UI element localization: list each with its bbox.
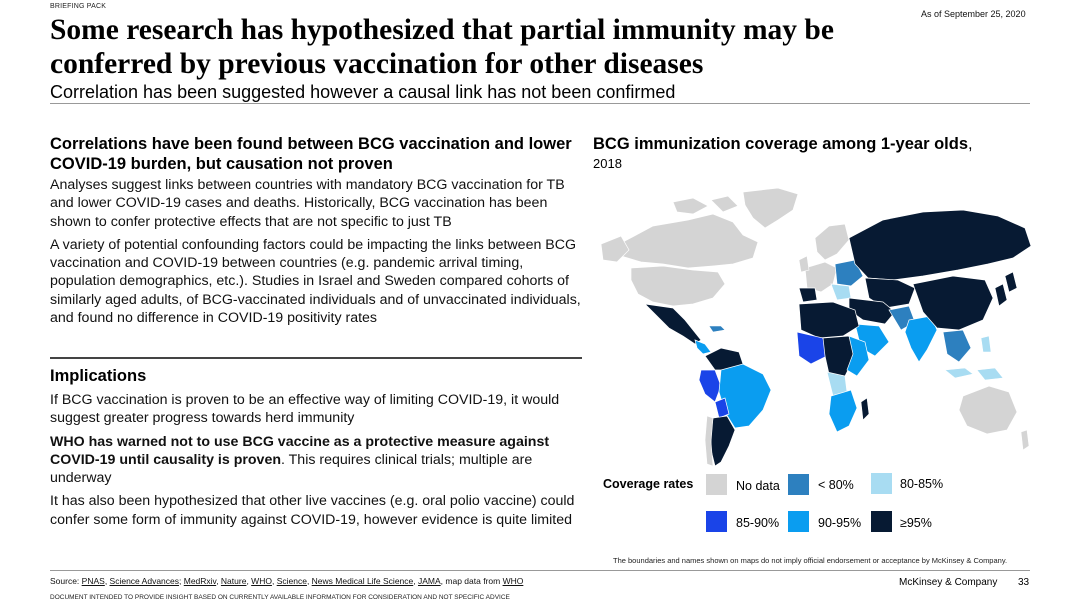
new-zealand-shape [1020, 429, 1030, 451]
scandinavia-shape [814, 223, 850, 261]
map-title: BCG immunization coverage among 1-year o… [593, 134, 1033, 154]
korea-japan-shape [994, 271, 1018, 307]
section-implications: Implications If BCG vaccination is prove… [50, 366, 585, 529]
map-data-text: map data from [445, 576, 503, 586]
source-separator: , [104, 576, 110, 586]
90-95-swatch [788, 511, 809, 532]
source-prefix: Source: [50, 576, 82, 586]
page-subtitle: Correlation has been suggested however a… [50, 82, 676, 102]
east-africa-shape [846, 335, 870, 377]
indonesia-shape [944, 367, 1004, 381]
source-separator: , [413, 576, 418, 586]
source-line: Source: PNAS, Science Advances; MedRxiv,… [50, 576, 523, 586]
section-divider [50, 357, 582, 359]
correlations-heading: Correlations have been found between BCG… [50, 135, 572, 173]
source-link[interactable]: PNAS [81, 576, 105, 586]
source-link[interactable]: WHO [251, 576, 272, 586]
alaska-shape [600, 235, 630, 263]
section-correlations: Correlations have been found between BCG… [50, 134, 585, 327]
arctic-islands-shape [672, 195, 739, 215]
chile-strip-shape [704, 415, 714, 467]
implications-paragraph-1: If BCG vaccination is proven to be an ef… [50, 392, 560, 427]
footer-divider [50, 570, 1030, 571]
lt80-swatch [788, 474, 809, 495]
map-title-comma: , [968, 135, 973, 153]
implications-paragraph-2: WHO has warned not to use BCG vaccine as… [50, 433, 585, 488]
source-separator: , [246, 576, 252, 586]
correlations-paragraph-2: A variety of potential confounding facto… [50, 236, 581, 327]
map-data-source-link[interactable]: WHO [502, 576, 524, 586]
briefing-pack-label: BRIEFING PACK [50, 3, 107, 10]
southern-africa-shape [828, 389, 858, 433]
gte95-swatch [871, 511, 892, 532]
source-link[interactable]: JAMA [417, 576, 441, 586]
russia-shape [848, 209, 1032, 281]
legend-title: Coverage rates [603, 477, 694, 491]
who-warning-bold: WHO has warned not to use BCG vaccine as… [50, 433, 550, 468]
80-85-swatch [871, 473, 892, 494]
legend-label-90-95: 90-95% [818, 516, 862, 530]
caribbean-shape [708, 325, 726, 333]
balkans-shape [830, 283, 852, 301]
page-number: 33 [1018, 577, 1030, 588]
header-divider [50, 103, 1030, 104]
central-america-shape [694, 339, 712, 355]
kazakhstan-shape [864, 277, 916, 309]
source-separator: , [440, 576, 446, 586]
legend-label-lt80: < 80% [818, 478, 854, 492]
source-link[interactable]: News Medical Life Science [311, 576, 414, 586]
philippines-shape [980, 335, 992, 353]
source-link[interactable]: MedRxiv [183, 576, 217, 586]
canada-shape [620, 213, 759, 269]
source-separator: , [306, 576, 312, 586]
eastern-europe-shape [834, 259, 864, 287]
peru-ecuador-shape [698, 369, 722, 403]
uk-shape [798, 255, 810, 273]
source-link[interactable]: Science [276, 576, 307, 586]
nodata-swatch [706, 474, 727, 495]
southeast-asia-shape [942, 329, 972, 363]
china-mongolia-shape [912, 275, 994, 331]
correlations-paragraph-1: Analyses suggest links between countries… [50, 177, 565, 230]
iberia-shape [798, 287, 818, 303]
document-disclaimer: DOCUMENT INTENDED TO PROVIDE INSIGHT BAS… [50, 594, 510, 601]
madagascar-shape [860, 397, 870, 421]
source-separator: , [271, 576, 277, 586]
source-separator: , [216, 576, 221, 586]
mexico-shape [644, 303, 702, 345]
usa-shape [630, 265, 726, 307]
world-map [600, 187, 1032, 467]
implications-heading: Implications [50, 367, 147, 385]
australia-shape [958, 385, 1018, 435]
legend-label-85-90: 85-90% [736, 516, 780, 530]
legend-label-80-85: 80-85% [900, 477, 944, 491]
map-disclaimer: The boundaries and names shown on maps d… [613, 556, 1008, 565]
north-africa-shape [798, 301, 860, 339]
source-separator: ; [179, 576, 184, 586]
legend-label-nodata: No data [736, 479, 780, 493]
85-90-swatch [706, 511, 727, 532]
chile-argentina-shape [710, 415, 736, 467]
implications-paragraph-3: It has also been hypothesized that other… [50, 493, 575, 528]
map-year: 2018 [593, 156, 622, 171]
source-link[interactable]: Nature [220, 576, 247, 586]
map-title-bold: BCG immunization coverage among 1-year o… [593, 135, 969, 153]
who-warning-rest: . This requires clinical trials; multipl… [50, 451, 533, 487]
bolivia-shape [714, 397, 730, 419]
page-title: Some research has hypothesized that part… [50, 14, 834, 80]
as-of-date: As of September 25, 2020 [921, 9, 1026, 19]
greenland-shape [742, 187, 799, 229]
west-africa-shape [796, 331, 828, 365]
source-link[interactable]: Science Advances [109, 576, 180, 586]
company-name: McKinsey & Company [899, 577, 998, 588]
legend-label-gte95: ≥95% [900, 516, 932, 530]
